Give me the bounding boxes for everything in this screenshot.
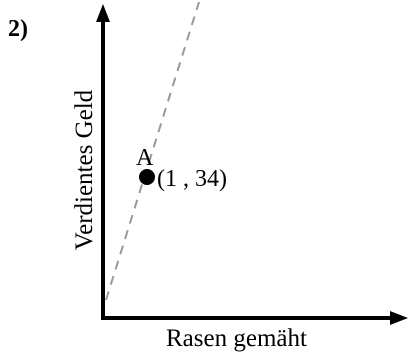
point-a-coordinates: (1 , 34) — [157, 166, 227, 192]
point-a-name: A — [136, 145, 154, 171]
x-axis-arrowhead — [390, 311, 408, 325]
dashed-reference-line — [105, 1, 200, 301]
problem-number: 2) — [8, 16, 28, 42]
y-axis-arrowhead — [96, 4, 110, 22]
x-axis-label: Rasen gemäht — [166, 325, 307, 352]
point-a-marker — [139, 169, 155, 185]
y-axis-label: Verdientes Geld — [71, 89, 98, 250]
